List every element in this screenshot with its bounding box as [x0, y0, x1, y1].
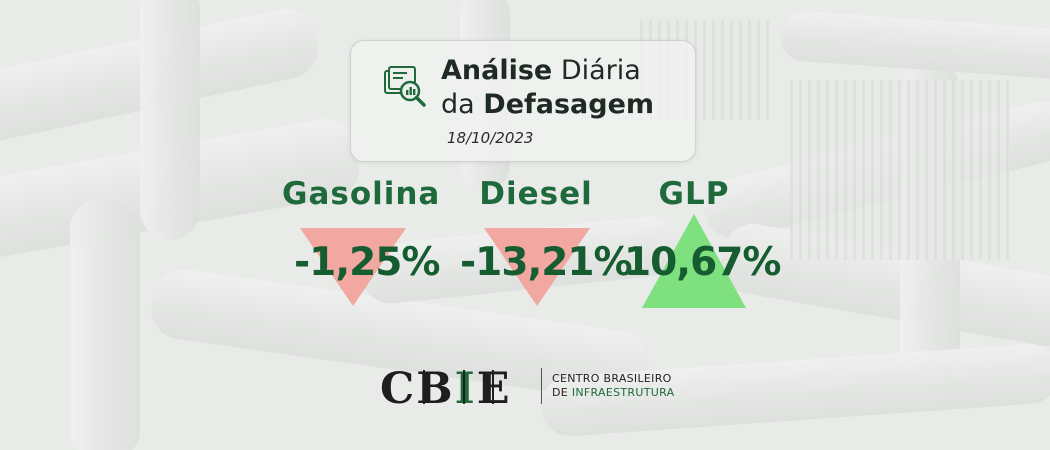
logo-divider	[541, 368, 542, 404]
fuel-gasolina: Gasolina	[282, 176, 441, 212]
page-title-line1: Análise Diária	[441, 55, 641, 86]
fuel-value: 10,67%	[624, 240, 781, 285]
fuel-value: -13,21%	[460, 240, 633, 285]
down-arrow-icon	[484, 228, 590, 306]
down-arrow-icon	[300, 228, 406, 306]
fuel-diesel: Diesel	[476, 176, 596, 212]
fuel-name: GLP	[658, 176, 730, 212]
analytics-report-icon	[384, 66, 426, 107]
up-arrow-icon	[642, 214, 746, 308]
page-title-line2: da Defasagem	[441, 89, 655, 120]
report-date: 18/10/2023	[447, 129, 534, 147]
fuel-glp: GLP	[650, 176, 738, 212]
fuel-name: Gasolina	[282, 176, 441, 212]
logo-text-line1: CENTRO BRASILEIRO	[552, 372, 672, 385]
logo-text-line2: DE INFRAESTRUTURA	[552, 386, 675, 399]
logo-letters: CBIE	[380, 364, 512, 414]
fuel-value: -1,25%	[294, 240, 440, 285]
title-card: Análise Diária da Defasagem 18/10/2023	[350, 40, 696, 162]
fuel-name: Diesel	[479, 176, 593, 212]
